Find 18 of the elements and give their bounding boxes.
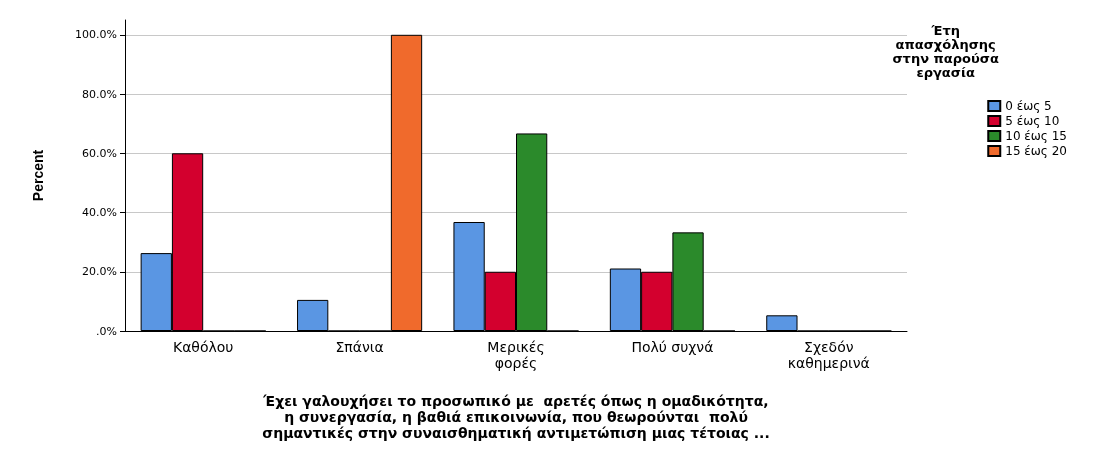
y-tick-label: 40.0% [82, 206, 117, 220]
x-tick-label: Πολύ συχνά [631, 339, 714, 355]
y-tick-label: 20.0% [82, 265, 117, 279]
x-tick-label: Σχεδόν καθημερινά [787, 339, 870, 371]
x-tick-label: Καθόλου [172, 339, 234, 355]
y-tick-label: 100.0% [75, 28, 117, 42]
legend-label: 15 έως 20 [1005, 144, 1067, 158]
y-tick-label: 80.0% [82, 87, 117, 101]
legend-label: 10 έως 15 [1005, 129, 1067, 143]
x-tick-label: Μερικές φορές [487, 339, 545, 371]
legend-title: Έτη απασχόλησης στην παρούσα εργασία [892, 22, 999, 80]
x-tick-label: Σπάνια [335, 339, 384, 355]
x-axis-title: Έχει γαλουχήσει το προσωπικό με αρετές όπως η ομαδικότητα, η συνεργασία, η βαθιά επικοινωνία, που θεωρούνται πολύ σημαντικές στην συναισθηματική αντιμετώπιση μιας τέτοιας ... [262, 393, 770, 441]
legend-label: 0 έως 5 [1005, 99, 1052, 113]
y-axis-title: Percent [30, 149, 46, 202]
y-tick-label: .0% [96, 324, 117, 338]
legend-label: 5 έως 10 [1005, 114, 1060, 128]
y-tick-label: 60.0% [82, 146, 117, 160]
